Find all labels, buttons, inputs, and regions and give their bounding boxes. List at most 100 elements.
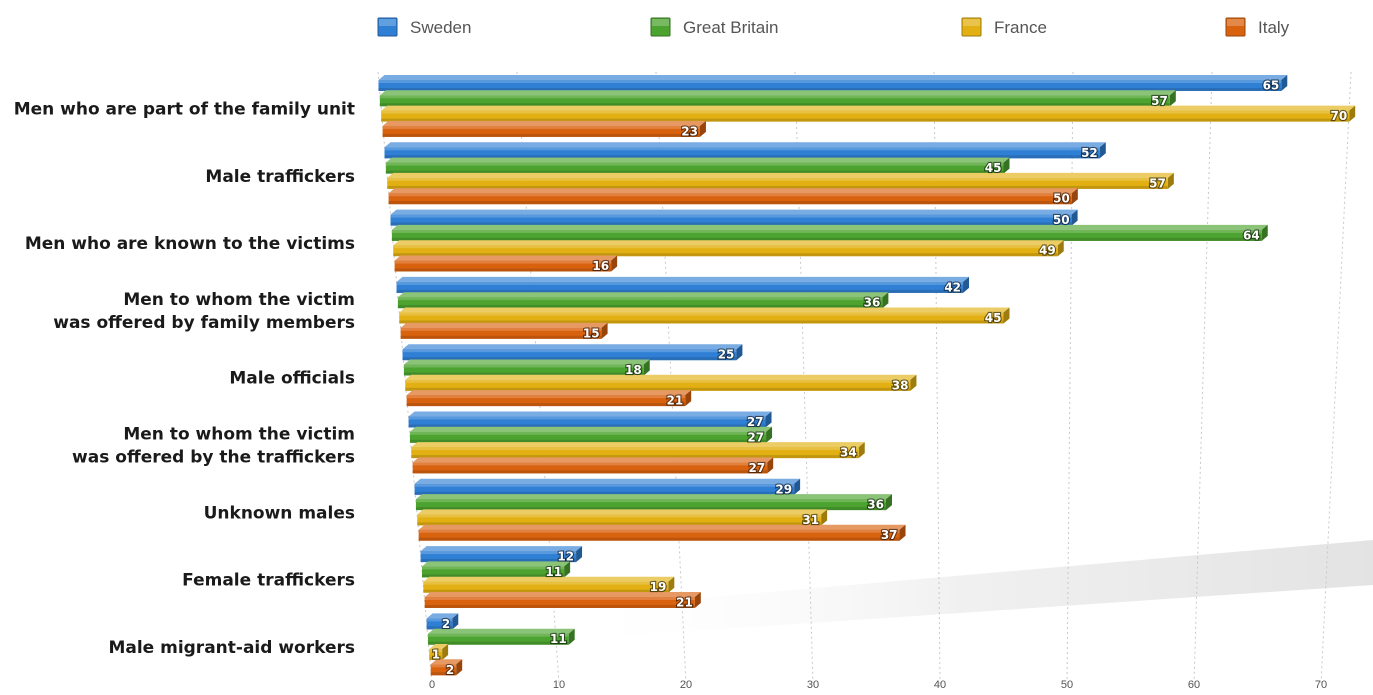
bar-shade — [408, 424, 766, 428]
bar-italy — [424, 592, 701, 608]
bar-shade — [403, 372, 644, 376]
grid-line — [1320, 71, 1352, 685]
bar-front-face — [411, 447, 859, 459]
legend-item-sweden: Sweden — [377, 17, 471, 37]
bar-highlight — [382, 125, 700, 129]
bar-end-face — [765, 411, 772, 428]
bar-italy — [400, 322, 608, 339]
bar-front-face — [393, 245, 1058, 257]
bar-highlight — [408, 416, 766, 420]
bar-end-face — [601, 322, 608, 339]
bar-highlight — [424, 597, 695, 600]
bar-end-face — [1099, 142, 1106, 159]
data-label: 11 — [545, 565, 562, 579]
bar-end-face — [882, 292, 889, 309]
bar-sweden — [414, 478, 801, 495]
bar-highlight — [391, 229, 1262, 233]
bar-front-face — [421, 566, 565, 578]
bar-shade — [393, 253, 1058, 257]
bar-france — [405, 374, 917, 391]
bar-highlight — [403, 364, 644, 368]
bar-highlight — [426, 618, 453, 622]
bar-front-face — [387, 177, 1168, 189]
bar-front-face — [408, 416, 766, 428]
data-label: 1 — [432, 648, 440, 662]
bar-sweden — [390, 209, 1078, 226]
bar-front-face — [429, 649, 443, 660]
bar-end-face — [564, 561, 571, 578]
bar-shade — [409, 439, 767, 443]
bar-end-face — [1281, 75, 1288, 91]
category-labels: Men who are part of the family unit Male … — [14, 99, 355, 657]
bar-front-face — [417, 514, 822, 526]
bar-shade — [417, 522, 822, 526]
category-label: Unknown males — [204, 503, 355, 523]
bar-top-face — [396, 276, 970, 282]
x-tick-label: 50 — [1061, 679, 1073, 691]
bar-top-face — [397, 292, 889, 298]
bar-front-face — [415, 499, 886, 511]
data-label: 25 — [718, 348, 735, 362]
category-label: Male traffickers — [205, 167, 355, 187]
bar-highlight — [417, 514, 822, 518]
bar-highlight — [406, 395, 686, 399]
bar-top-face — [394, 255, 618, 261]
bar-highlight — [393, 245, 1058, 249]
data-label: 37 — [881, 528, 898, 542]
data-label: 57 — [1149, 176, 1166, 190]
data-label: 23 — [681, 124, 698, 138]
bar-top-face — [391, 224, 1268, 230]
bar-end-face — [794, 478, 801, 495]
bar-highlight — [420, 551, 577, 555]
bar-highlight — [409, 431, 767, 435]
bar-top-face — [417, 509, 828, 515]
data-label: 50 — [1053, 213, 1070, 227]
bar-front-face — [385, 162, 1004, 174]
bar-top-face — [415, 494, 892, 500]
data-label: 45 — [985, 161, 1002, 175]
bar-top-face — [421, 561, 571, 567]
bar-sweden — [408, 411, 772, 428]
data-label: 29 — [775, 482, 792, 496]
grid-line — [933, 71, 941, 685]
bar-italy — [418, 524, 906, 541]
bar-shade — [390, 222, 1072, 226]
bar-front-face — [406, 395, 686, 407]
bar-highlight — [427, 633, 569, 637]
bar-shade — [396, 289, 964, 293]
bar-shade — [430, 672, 457, 676]
bar-italy — [406, 390, 692, 407]
bar-front-face — [430, 664, 457, 676]
data-label: 27 — [747, 430, 764, 444]
legend-label: Great Britain — [683, 18, 778, 37]
x-tick-label: 60 — [1188, 679, 1200, 691]
bar-shade — [427, 641, 569, 645]
bar-shade — [384, 155, 1100, 159]
data-label: 70 — [1331, 109, 1348, 123]
bar-front-face — [402, 349, 737, 361]
bar-highlight — [390, 214, 1072, 218]
bar-italy — [394, 255, 618, 272]
data-label: 31 — [802, 513, 819, 527]
bar-great-britain — [427, 628, 575, 645]
bar-top-face — [399, 307, 1010, 313]
bar-italy — [388, 188, 1078, 205]
data-label: 52 — [1081, 146, 1098, 160]
legend: Sweden Great Britain France Italy — [377, 17, 1290, 37]
bar-highlight — [385, 162, 1004, 166]
data-label: 19 — [650, 580, 667, 594]
bar-great-britain — [391, 224, 1268, 241]
legend-item-france: France — [961, 17, 1047, 37]
bar-shade — [387, 185, 1168, 189]
bar-france — [399, 307, 1010, 324]
bar-highlight — [429, 649, 443, 652]
bar-end-face — [1169, 90, 1176, 107]
bar-end-face — [643, 359, 650, 376]
bar-highlight — [421, 566, 565, 570]
grid-line — [1066, 71, 1074, 685]
bar-shade — [381, 118, 1350, 122]
bar-end-face — [1261, 224, 1268, 241]
bar-france — [381, 105, 1356, 122]
bar-shade — [420, 559, 577, 563]
bar-shade — [394, 268, 612, 272]
